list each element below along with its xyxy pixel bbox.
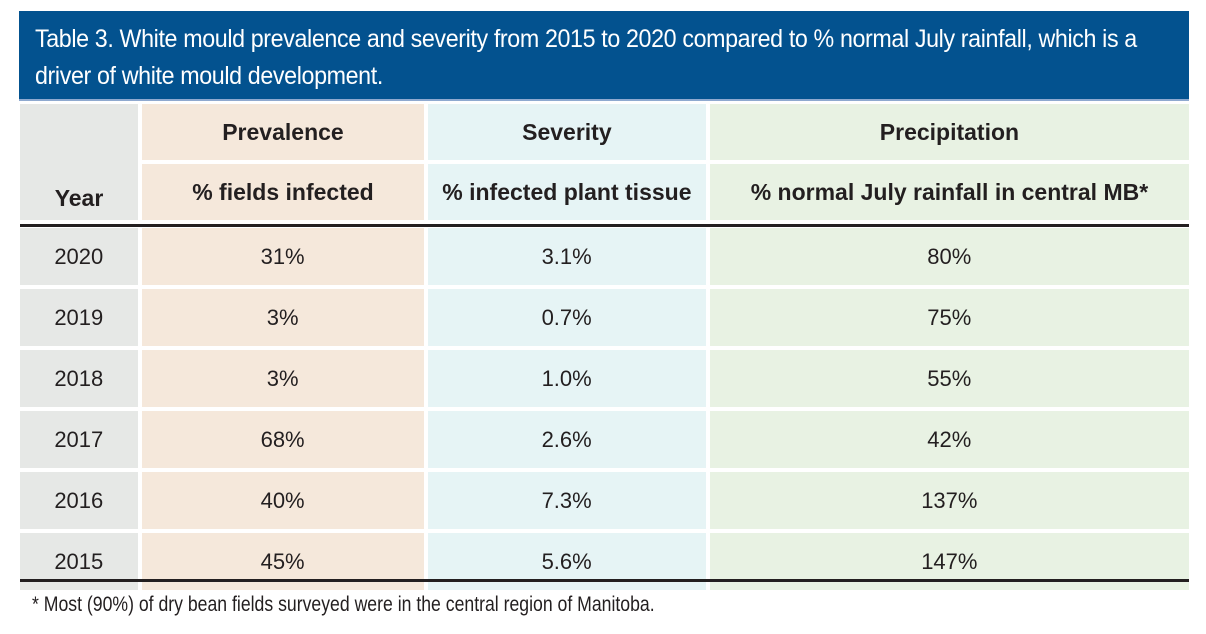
cell-severity: 1.0% [427, 350, 706, 407]
cell-year: 2019 [20, 289, 138, 346]
cell-prevalence: 3% [141, 350, 424, 407]
cell-prevalence: 40% [141, 472, 424, 529]
cell-precipitation: 42% [709, 411, 1189, 468]
cell-prevalence: 68% [141, 411, 424, 468]
cell-precipitation: 80% [709, 228, 1189, 285]
cell-severity: 0.7% [427, 289, 706, 346]
data-table: Year Prevalence Severity Precipitation %… [20, 104, 1190, 590]
cell-severity: 3.1% [427, 228, 706, 285]
table-row: 2020 31% 3.1% 80% [20, 228, 1189, 285]
cell-year: 2020 [20, 228, 138, 285]
cell-severity: 2.6% [427, 411, 706, 468]
cell-precipitation: 75% [709, 289, 1189, 346]
footnote: * Most (90%) of dry bean fields surveyed… [32, 593, 655, 616]
table-body: 2020 31% 3.1% 80% 2019 3% 0.7% 75% 2018 … [20, 228, 1189, 590]
table-title: Table 3. White mould prevalence and seve… [35, 25, 1137, 90]
table-row: 2019 3% 0.7% 75% [20, 289, 1189, 346]
cell-precipitation: 137% [709, 472, 1189, 529]
header-row-groups: Year Prevalence Severity Precipitation [20, 104, 1190, 220]
table-row: 2018 3% 1.0% 55% [20, 350, 1189, 407]
table-title-bar: Table 3. White mould prevalence and seve… [19, 11, 1189, 101]
cell-prevalence: 3% [141, 289, 424, 346]
table-bottom-rule [20, 579, 1189, 582]
header-precipitation: Precipitation [709, 104, 1190, 160]
header-unit-severity: % infected plant tissue [427, 164, 706, 220]
table-row: 2016 40% 7.3% 137% [20, 472, 1189, 529]
header-severity: Severity [427, 104, 706, 160]
cell-year: 2017 [20, 411, 138, 468]
header-year: Year [20, 104, 138, 220]
header-prevalence: Prevalence [142, 104, 424, 160]
header-unit-precipitation: % normal July rainfall in central MB* [709, 164, 1190, 220]
header-row-units: % fields infected % infected plant tissu… [20, 164, 1190, 227]
cell-year: 2016 [20, 472, 138, 529]
header-unit-prevalence: % fields infected [142, 164, 424, 220]
cell-prevalence: 31% [141, 228, 424, 285]
table-row: 2017 68% 2.6% 42% [20, 411, 1189, 468]
cell-precipitation: 55% [709, 350, 1189, 407]
cell-year: 2018 [20, 350, 138, 407]
cell-severity: 7.3% [427, 472, 706, 529]
